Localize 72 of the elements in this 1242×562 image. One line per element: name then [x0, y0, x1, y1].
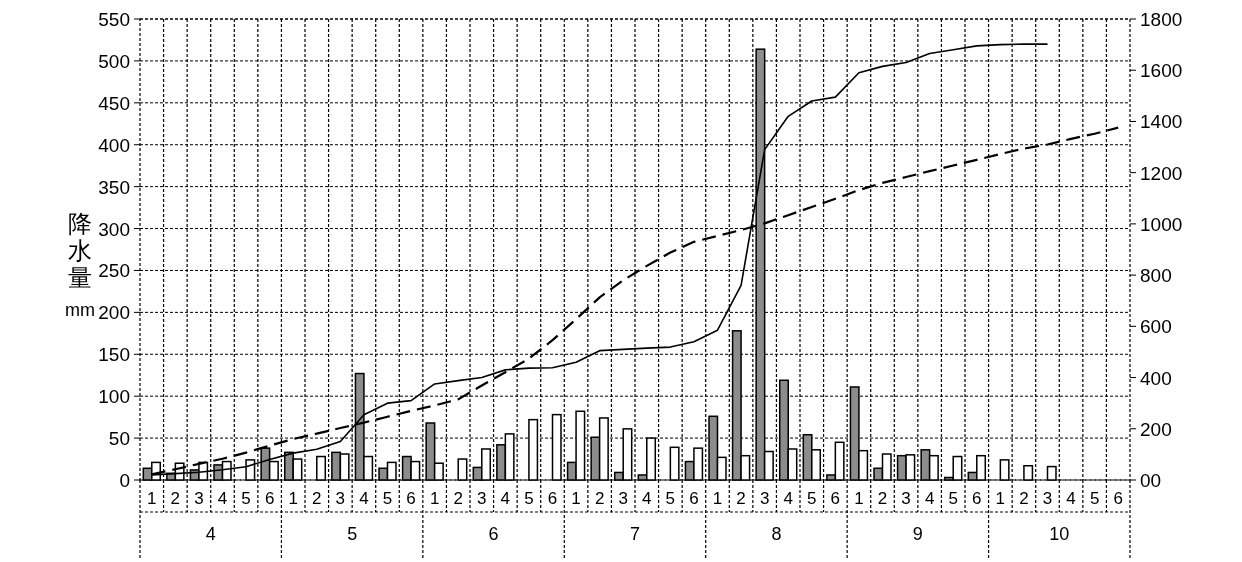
x-tick-label: 5 — [524, 489, 534, 508]
x-tick-label: 3 — [901, 489, 911, 508]
x-tick-label: 1 — [571, 489, 581, 508]
x-tick-label: 2 — [1019, 489, 1029, 508]
x-tick-label: 4 — [642, 489, 652, 508]
y2-tick-label: 00 — [1140, 470, 1162, 491]
x-tick-label: 2 — [170, 489, 181, 508]
y2-tick-label: 800 — [1140, 265, 1172, 287]
text: 4 — [205, 524, 216, 544]
x-tick-label: 3 — [194, 489, 204, 508]
x-tick-label: 2 — [453, 489, 463, 508]
x-tick-label: 2 — [312, 489, 322, 508]
text: 6 — [488, 524, 499, 544]
x-tick-label: 6 — [547, 489, 558, 508]
y-tick-label: 300 — [98, 218, 130, 240]
text: 8 — [771, 524, 782, 544]
x-tick-label: 5 — [665, 489, 676, 508]
x-tick-label: 1 — [712, 489, 723, 508]
x-tick-label: 1 — [147, 489, 157, 508]
x-tick-label: 2 — [877, 489, 888, 508]
x-tick-label: 3 — [1042, 489, 1053, 508]
x-tick-label: 6 — [1113, 489, 1123, 508]
x-tick-label: 4 — [924, 489, 935, 508]
x-tick-label: 4 — [217, 489, 228, 508]
y2-tick-label: 1600 — [1140, 60, 1183, 82]
y-tick-label: 100 — [98, 386, 130, 408]
y-tick-label: 500 — [98, 50, 130, 72]
y-axis-title: 降水量 mm — [65, 210, 95, 320]
x-tick-label: 4 — [1066, 489, 1076, 508]
x-tick-label: 3 — [477, 489, 487, 508]
y2-tick-label: 400 — [1140, 367, 1172, 389]
x-tick-label: 2 — [594, 489, 605, 508]
x-tick-label: 3 — [618, 489, 628, 508]
x-tick-label: 1 — [429, 489, 440, 508]
y-tick-label: 0 — [119, 470, 130, 491]
x-tick-label: 6 — [830, 489, 841, 508]
x-tick-label: 5 — [241, 489, 251, 508]
y-tick-label: 50 — [108, 428, 130, 450]
y-tick-label: 250 — [98, 260, 130, 282]
x-tick-label: 2 — [736, 489, 746, 508]
y2-tick-label: 1200 — [1140, 162, 1183, 184]
y-tick-label: 550 — [98, 9, 130, 30]
y2-tick-label: 1800 — [1140, 9, 1183, 30]
x-tick-label: 5 — [1089, 489, 1100, 508]
x-tick-label: 5 — [382, 489, 393, 508]
x-tick-label: 6 — [972, 489, 982, 508]
y-tick-label: 200 — [98, 302, 130, 324]
y2-tick-label: 1400 — [1140, 111, 1183, 133]
y2-tick-label: 200 — [1140, 418, 1172, 440]
x-tick-label: 1 — [854, 489, 864, 508]
x-tick-label: 4 — [500, 489, 511, 508]
x-tick-label: 4 — [359, 489, 369, 508]
x-tick-label: 5 — [948, 489, 958, 508]
y-tick-label: 350 — [98, 176, 130, 198]
x-tick-label: 3 — [759, 489, 770, 508]
y2-tick-label: 1000 — [1140, 213, 1183, 235]
text: 7 — [629, 524, 641, 544]
x-tick-label: 6 — [406, 489, 416, 508]
x-tick-label: 5 — [807, 489, 817, 508]
y2-tick-label: 600 — [1140, 316, 1172, 338]
y-tick-label: 450 — [98, 92, 130, 114]
text: 5 — [347, 524, 358, 544]
y-tick-label: 400 — [98, 134, 130, 156]
x-tick-label: 1 — [288, 489, 298, 508]
x-tick-label: 1 — [995, 489, 1006, 508]
text: 9 — [912, 524, 923, 544]
text: 10 — [1049, 524, 1070, 544]
x-tick-label: 3 — [335, 489, 346, 508]
y-tick-label: 150 — [98, 344, 130, 366]
x-tick-label: 6 — [264, 489, 275, 508]
x-tick-label: 6 — [689, 489, 699, 508]
x-tick-label: 4 — [783, 489, 793, 508]
